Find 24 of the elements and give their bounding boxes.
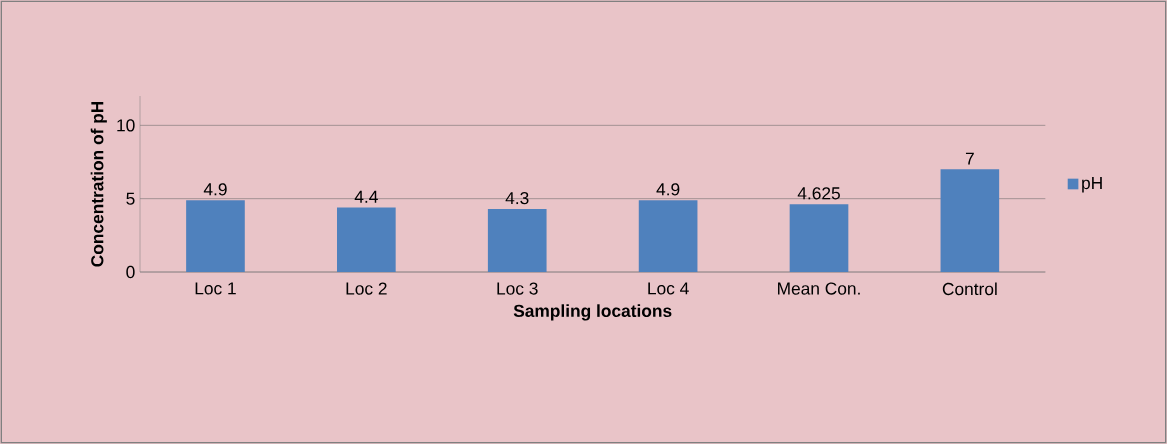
bar [638,200,698,272]
data-label: 4.625 [797,187,840,200]
x-tick-label: Loc 1 [195,282,236,295]
bar [487,208,547,272]
x-tick-label: Mean Con. [778,282,860,295]
y-axis-title: Concentration of pH [90,101,107,267]
data-label: 4.3 [505,191,529,205]
x-tick-label: Control [942,282,997,296]
data-label: 4.9 [203,183,227,196]
x-tick-label: Loc 3 [497,282,538,295]
data-label: 4.4 [354,190,378,203]
bar [940,169,1000,272]
x-tick-label: Loc 4 [648,282,689,295]
legend-label: pH [1082,177,1102,193]
x-axis-title: Sampling locations [513,304,672,321]
y-tick-label: 10 [117,119,135,132]
data-label: 4.9 [656,183,680,196]
bar [186,200,245,272]
data-label: 7 [965,152,974,165]
x-tick-label: Loc 2 [346,282,387,295]
y-tick-label: 0 [126,265,135,279]
bar [337,207,396,272]
bar [789,204,849,272]
y-tick-label: 5 [126,192,135,205]
